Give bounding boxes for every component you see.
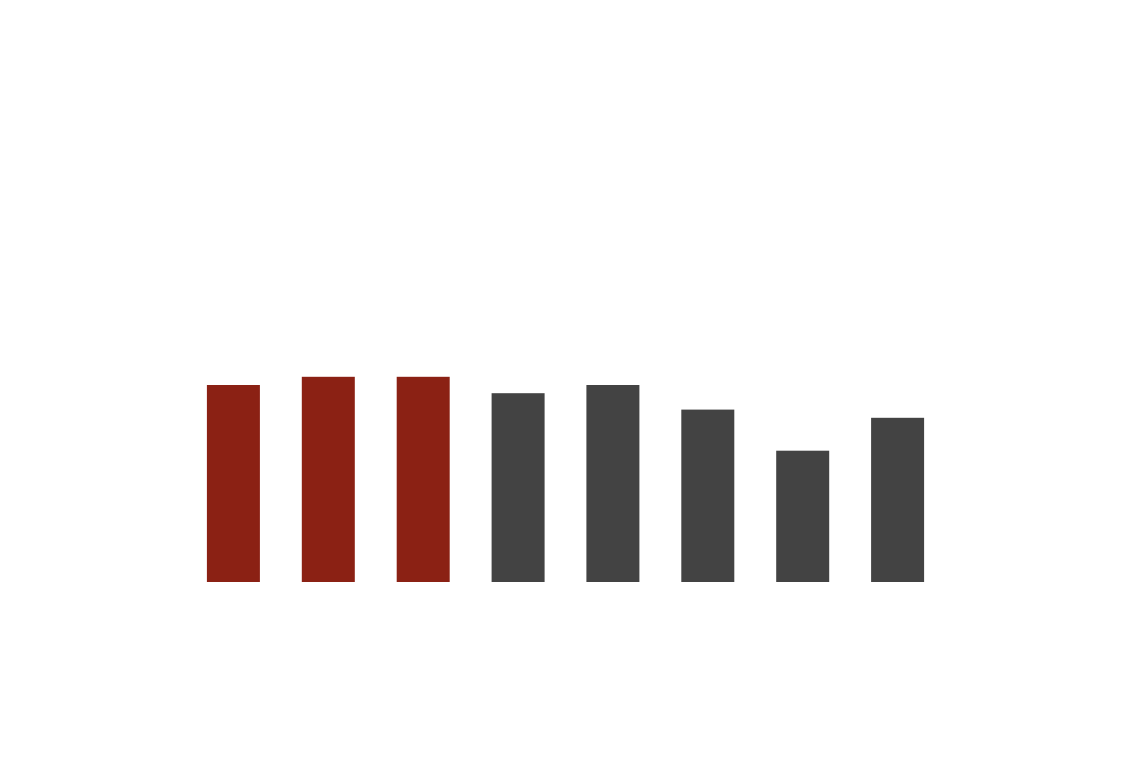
bar-3 [396, 376, 450, 582]
bar-1 [206, 385, 260, 582]
bar-5 [586, 385, 640, 582]
bar-2 [301, 376, 355, 582]
bars-group [206, 376, 925, 582]
bar-7 [776, 450, 830, 582]
bar-4 [491, 393, 545, 582]
bar-8 [871, 417, 925, 582]
bar-6 [681, 409, 735, 582]
